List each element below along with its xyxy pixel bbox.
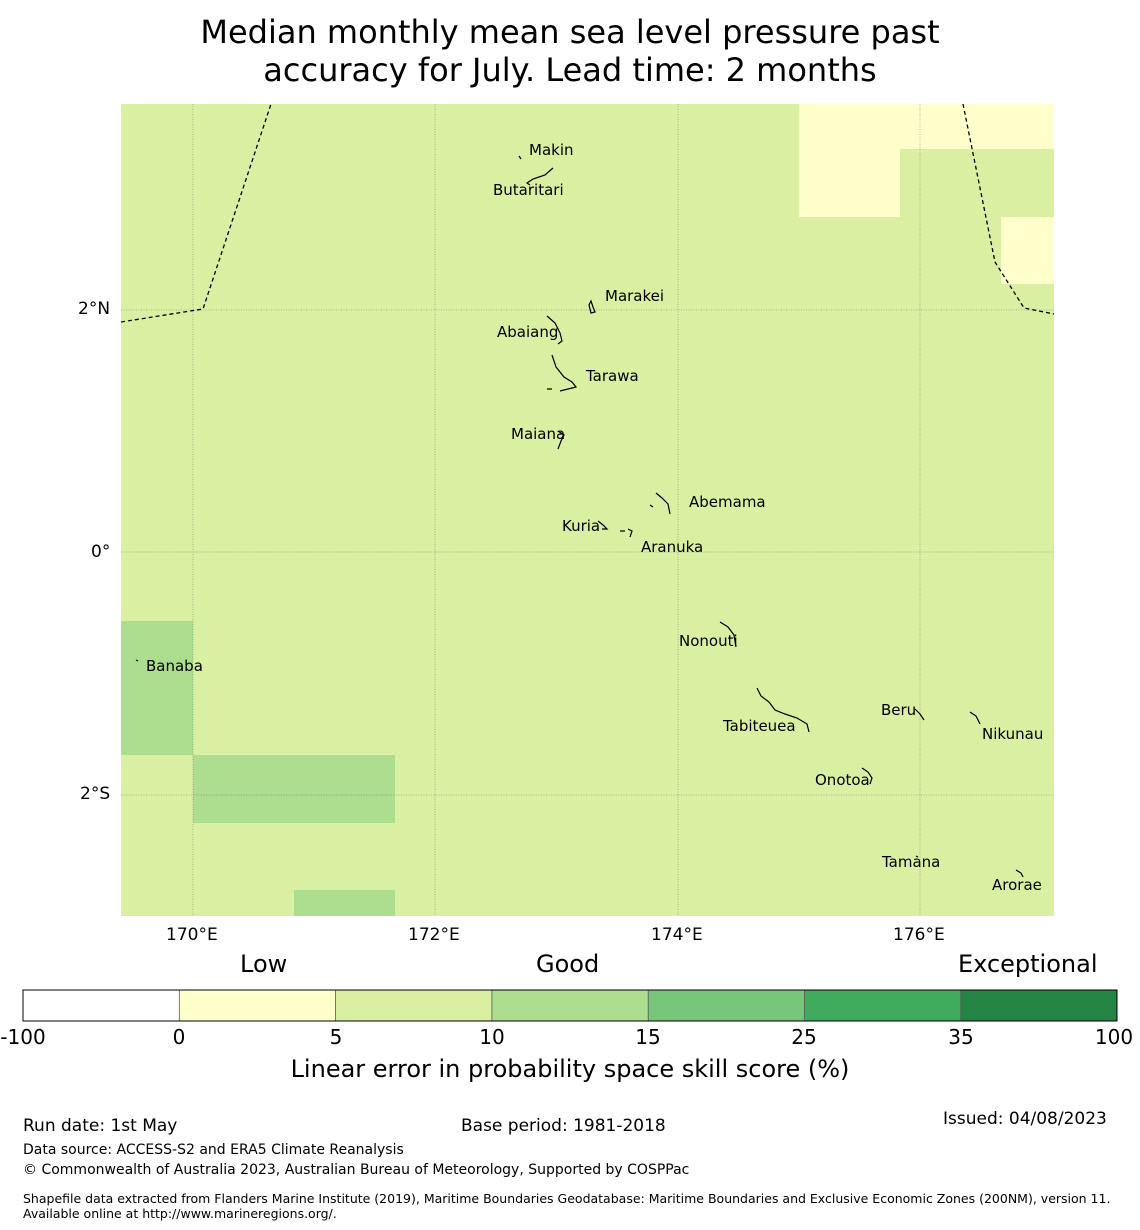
colorbar-segment-0 [23,990,180,1021]
island-label-banaba: Banaba [146,657,203,675]
island-label-marakei: Marakei [605,287,664,305]
colorbar-category-good: Good [536,950,600,978]
colorbar-tick-25: 25 [791,1025,817,1049]
colorbar-segment-5 [804,990,961,1021]
y-tick-label-2n: 2°N [78,299,111,319]
x-tick-label-172e: 172°E [408,925,460,945]
data-source: Data source: ACCESS-S2 and ERA5 Climate … [23,1142,404,1158]
island-outline-nonouti [719,621,737,648]
island-label-nonouti: Nonouti [679,632,738,650]
colorbar-segment-3 [491,990,649,1021]
colorbar-title: Linear error in probability space skill … [290,1055,850,1083]
map-figure: Makin Butaritari Marakei Abaiang Tarawa … [120,103,1055,916]
island-label-abemama: Abemama [689,493,766,511]
x-tick-label-176e: 176°E [893,925,945,945]
base-period: Base period: 1981-2018 [461,1116,666,1136]
gridlines [121,104,1054,916]
colorbar-tick-15: 15 [635,1025,661,1049]
island-outline-banaba [135,659,139,662]
island-outline-tarawa [547,354,578,392]
island-outline-beru [914,708,925,721]
colorbar-segment-6 [960,990,1117,1021]
shapefile-attribution: Shapefile data extracted from Flanders M… [23,1191,1111,1221]
map-title-line1: Median monthly mean sea level pressure p… [200,13,940,51]
island-label-tabiteuea: Tabiteuea [722,717,796,735]
island-outline-tabiteuea [756,687,810,733]
colorbar-segment-1 [179,990,336,1021]
island-label-nikunau: Nikunau [982,725,1043,743]
island-label-kuria: Kuria [562,517,600,535]
colorbar-tick-minus100: -100 [0,1025,46,1049]
island-outline-makin [518,155,522,160]
island-outline-aranuka [620,528,633,538]
colorbar-category-low: Low [240,950,288,978]
x-tick-label-170e: 170°E [166,925,218,945]
island-label-beru: Beru [881,701,916,719]
island-label-tarawa: Tarawa [585,367,639,385]
island-label-maiana: Maiana [511,425,565,443]
cell-low-3 [1001,217,1054,284]
island-outline-marakei [588,299,596,314]
island-outline-butaritari [525,167,554,186]
map-title-line2: accuracy for July. Lead time: 2 months [263,51,877,89]
y-tick-label-2s: 2°S [80,784,111,804]
eez-boundaries [120,103,1055,323]
colorbar-segment-4 [648,990,805,1021]
island-outline-kuria [597,520,609,530]
run-date: Run date: 1st May [23,1116,178,1136]
island-label-butaritari: Butaritari [493,181,564,199]
cell-good-1 [121,621,193,755]
island-outline-nikunau [969,711,981,725]
skill-cells [121,104,1054,916]
island-outlines [135,155,1024,878]
island-outline-abemama [649,492,671,515]
colorbar-outline [22,989,1118,1022]
island-outline-abaiang [546,315,563,345]
island-label-makin: Makin [529,141,574,159]
island-label-onotoa: Onotoa [815,771,870,789]
island-label-abaiang: Abaiang [497,323,558,341]
colorbar-category-exceptional: Exceptional [958,950,1098,978]
island-label-aranuka: Aranuka [641,538,703,556]
island-label-tamana: Tamana [881,853,940,871]
cell-good-3 [294,890,395,916]
island-outline-arorae [1015,869,1024,878]
colorbar [22,989,1118,1022]
eez-boundary-west [120,103,272,323]
cell-low-1 [799,104,900,217]
copyright-notice: © Commonwealth of Australia 2023, Austra… [23,1162,690,1178]
island-outline-tamana [915,855,919,858]
eez-boundary-east [962,103,1055,315]
cell-low-2 [900,104,1054,149]
y-tick-label-0: 0° [91,542,111,562]
colorbar-tick-100: 100 [1094,1025,1134,1049]
colorbar-tick-10: 10 [479,1025,505,1049]
island-outline-maiana [557,430,565,450]
island-outline-onotoa [861,767,873,785]
colorbar-tick-5: 5 [329,1025,343,1049]
colorbar-segment-2 [335,990,492,1021]
x-tick-label-174e: 174°E [651,925,703,945]
issued-date: Issued: 04/08/2023 [943,1109,1107,1129]
island-label-arorae: Arorae [992,876,1042,894]
colorbar-tick-0: 0 [172,1025,186,1049]
cell-good-2 [193,755,395,823]
island-labels: Makin Butaritari Marakei Abaiang Tarawa … [146,141,1043,894]
colorbar-tick-35: 35 [948,1025,974,1049]
